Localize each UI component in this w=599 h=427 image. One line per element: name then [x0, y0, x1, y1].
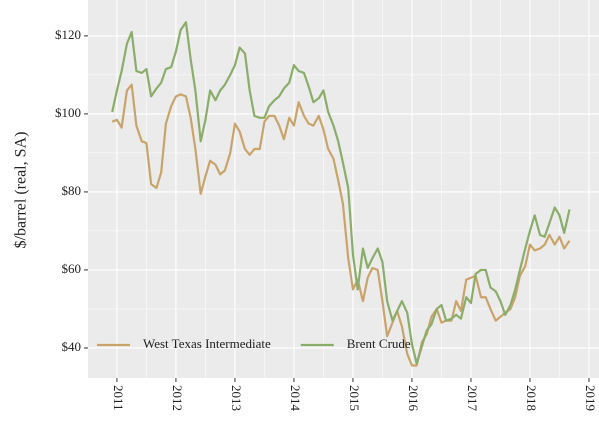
panel: [88, 0, 599, 378]
series-line: [111, 83, 571, 367]
y-axis-label: $/barrel (real, SA): [13, 132, 30, 249]
y-tick-label: $100: [55, 105, 81, 120]
x-tick-label: 2019: [583, 385, 598, 411]
legend-label: Brent Crude: [347, 336, 411, 351]
x-tick-label: 2013: [229, 385, 244, 411]
x-tick-label: 2014: [288, 385, 303, 412]
y-tick-label: $120: [55, 27, 81, 42]
x-tick-label: 2016: [406, 385, 421, 412]
x-tick-label: 2011: [111, 385, 126, 411]
x-tick-label: 2012: [170, 385, 185, 411]
series-line: [111, 21, 571, 365]
x-tick-label: 2018: [524, 385, 539, 411]
x-tick-label: 2017: [465, 385, 480, 412]
y-tick-label: $60: [62, 261, 82, 276]
y-tick-label: $40: [62, 339, 82, 354]
x-tick-label: 2015: [347, 385, 362, 411]
legend-label: West Texas Intermediate: [143, 336, 271, 351]
y-tick-label: $80: [62, 183, 82, 198]
